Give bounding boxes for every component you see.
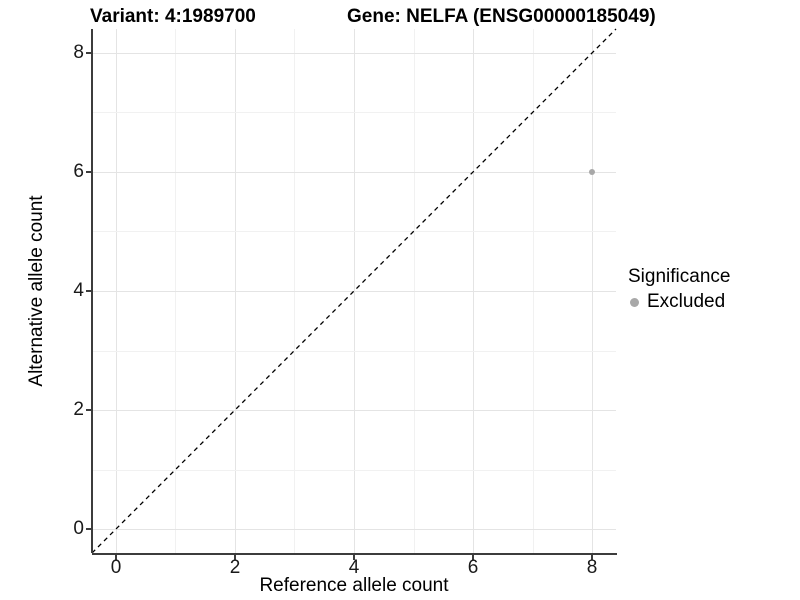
x-tick-0 (115, 555, 117, 560)
x-tick-label: 8 (586, 557, 598, 578)
x-tick-2 (234, 555, 236, 560)
x-axis-title: Reference allele count (259, 575, 449, 596)
legend-entry-excluded: Excluded (628, 291, 730, 313)
gridline-y1 (92, 469, 616, 471)
gridline-y6 (92, 171, 616, 173)
x-tick-6 (472, 555, 474, 560)
data-point-excluded (589, 168, 596, 175)
legend-point-icon (630, 297, 639, 307)
gridline-y3 (92, 350, 616, 352)
y-tick-2 (86, 409, 91, 411)
gridline-y5 (92, 231, 616, 233)
x-tick-label: 6 (467, 557, 479, 578)
y-axis-line (91, 29, 93, 553)
x-axis-line (92, 553, 617, 555)
y-tick-label: 8 (73, 42, 84, 63)
y-tick-0 (86, 528, 91, 530)
y-tick-4 (86, 290, 91, 292)
y-tick-label: 0 (73, 518, 84, 539)
gridline-y8 (92, 52, 616, 54)
legend-entry-label: Excluded (647, 291, 726, 312)
y-tick-label: 4 (73, 280, 84, 301)
gridline-y2 (92, 410, 616, 412)
identity-line (91, 28, 617, 554)
x-tick-label: 2 (229, 557, 241, 578)
x-tick-label: 4 (348, 557, 360, 578)
y-tick-label: 2 (73, 399, 84, 420)
plot-title-variant: Variant: 4:1989700 (90, 6, 256, 27)
y-tick-6 (86, 171, 91, 173)
x-tick-8 (591, 555, 593, 560)
legend: Significance Excluded (628, 266, 730, 313)
plot-panel (91, 28, 617, 554)
plot-title-gene: Gene: NELFA (ENSG00000185049) (347, 6, 656, 27)
y-axis-title: Alternative allele count (26, 195, 47, 387)
x-tick-label: 0 (110, 557, 122, 578)
gridline-y0 (92, 529, 616, 531)
gridline-y4 (92, 291, 616, 292)
y-tick-label: 6 (73, 161, 84, 182)
x-tick-4 (353, 555, 355, 560)
gridline-y7 (92, 112, 616, 114)
legend-title: Significance (628, 266, 731, 287)
y-tick-8 (86, 52, 91, 54)
